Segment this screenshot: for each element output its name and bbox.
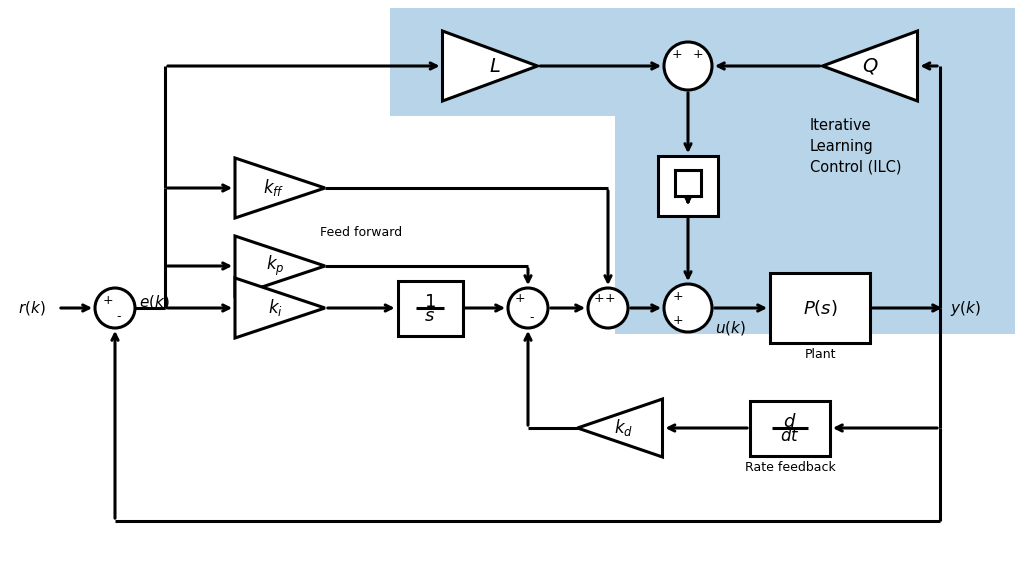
Text: Plant: Plant (804, 348, 836, 362)
Text: Rate feedback: Rate feedback (744, 461, 836, 474)
Text: $k_i$: $k_i$ (267, 297, 283, 319)
Circle shape (508, 288, 548, 328)
Text: $k_d$: $k_d$ (614, 418, 634, 438)
Text: $r(k)$: $r(k)$ (18, 299, 46, 317)
Text: Iterative
Learning
Control (ILC): Iterative Learning Control (ILC) (810, 118, 901, 175)
Text: Feed forward: Feed forward (319, 226, 402, 239)
Text: -: - (529, 312, 535, 324)
Circle shape (588, 288, 628, 328)
Text: +: + (515, 293, 525, 305)
Circle shape (664, 42, 712, 90)
Text: $L$: $L$ (489, 56, 501, 75)
Text: +: + (594, 293, 604, 305)
Circle shape (95, 288, 135, 328)
FancyBboxPatch shape (615, 116, 1015, 334)
Polygon shape (234, 158, 325, 218)
Polygon shape (442, 31, 538, 101)
Text: -: - (117, 310, 121, 324)
Text: $d$: $d$ (783, 413, 797, 431)
Text: +: + (692, 48, 703, 62)
Polygon shape (822, 31, 918, 101)
FancyBboxPatch shape (770, 273, 870, 343)
Text: $Q$: $Q$ (862, 56, 879, 76)
FancyBboxPatch shape (750, 400, 830, 456)
FancyBboxPatch shape (397, 281, 463, 335)
Text: $dt$: $dt$ (780, 427, 800, 445)
Text: +: + (673, 313, 683, 327)
Text: $y(k)$: $y(k)$ (950, 298, 981, 317)
Text: $P(s)$: $P(s)$ (803, 298, 838, 318)
FancyBboxPatch shape (390, 8, 1015, 116)
Text: +: + (102, 294, 114, 306)
Polygon shape (234, 236, 325, 296)
Text: $k_{ff}$: $k_{ff}$ (263, 177, 285, 199)
Polygon shape (234, 278, 325, 338)
Text: +: + (605, 293, 615, 305)
Text: $e(k)$: $e(k)$ (139, 293, 170, 311)
Text: $s$: $s$ (425, 307, 435, 325)
Circle shape (664, 284, 712, 332)
FancyBboxPatch shape (658, 156, 718, 216)
Text: $k_p$: $k_p$ (266, 254, 285, 278)
Text: +: + (673, 290, 683, 304)
Text: $1$: $1$ (424, 293, 436, 311)
Polygon shape (578, 399, 663, 457)
Text: $u(k)$: $u(k)$ (715, 319, 746, 337)
Text: +: + (672, 48, 682, 62)
